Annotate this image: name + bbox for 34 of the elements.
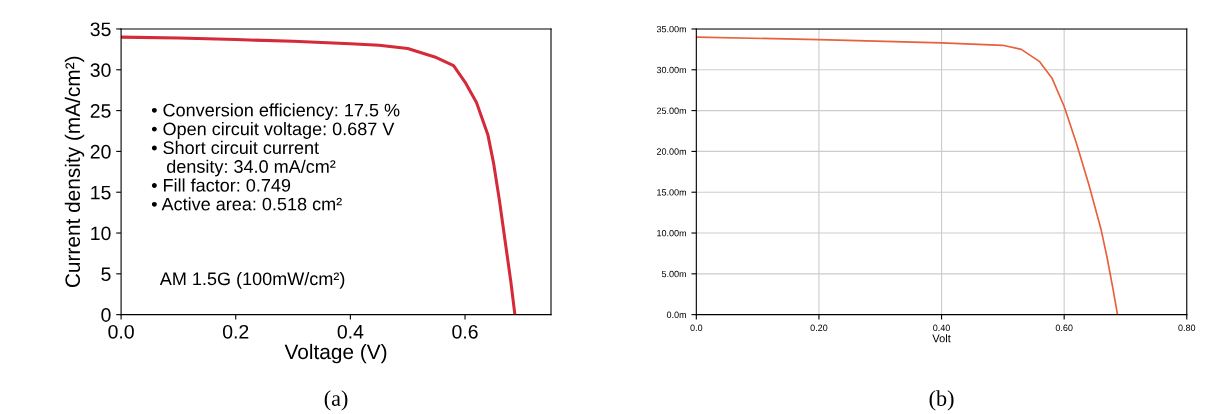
- annotation: • Conversion efficiency: 17.5 % • Open circuit voltage: 0.687 V • Short circuit current density: 34.0 mA/cm² • Fill factor: 0.749 • Active area: 0.518 cm²: [151, 103, 400, 211]
- y-tick-label: 35: [90, 22, 111, 37]
- y-tick-label: 25: [90, 104, 111, 118]
- y-axis-title: Current density (mA/cm²): [64, 56, 85, 288]
- y-tick-label: 10: [91, 226, 111, 241]
- y-tick-label: 0.0m: [666, 311, 687, 318]
- y-tick-label: 20: [90, 144, 111, 159]
- text: (a): [324, 390, 348, 411]
- x-tick-label: 0.40: [933, 324, 950, 331]
- y-tick-label: 25.00m: [656, 107, 687, 114]
- line-series: [696, 36, 1119, 315]
- line-series: [121, 35, 517, 315]
- y-tick-label: 5.00m: [661, 270, 687, 278]
- y-tick-label: 20.00m: [656, 148, 687, 155]
- x-tick-label: 0.0: [108, 324, 134, 339]
- x-axis-title: Volt: [932, 334, 951, 343]
- y-tick-label: 30.00m: [656, 66, 687, 74]
- y-tick-label: 10.00m: [657, 229, 687, 237]
- x-tick-label: 0.2: [222, 324, 249, 339]
- x-tick-label: 0.20: [810, 324, 828, 331]
- y-tick-label: 15: [91, 185, 111, 200]
- y-tick-label: 15.00m: [657, 189, 687, 196]
- x-tick-label: 0.6: [452, 324, 478, 339]
- x-tick-label: 0.0: [690, 324, 703, 331]
- y-tick-label: 35.00m: [656, 25, 687, 33]
- x-tick-label: 0.80: [1178, 324, 1196, 331]
- annotation: AM 1.5G (100mW/cm²): [159, 271, 345, 289]
- x-axis-title: Voltage (V): [284, 343, 387, 364]
- x-tick-label: 0.60: [1055, 324, 1073, 331]
- y-tick-label: 5: [101, 267, 111, 282]
- text: (b): [929, 390, 954, 411]
- x-tick-label: 0.4: [337, 324, 364, 339]
- y-tick-label: 0: [101, 308, 111, 322]
- y-tick-label: 30: [90, 63, 111, 78]
